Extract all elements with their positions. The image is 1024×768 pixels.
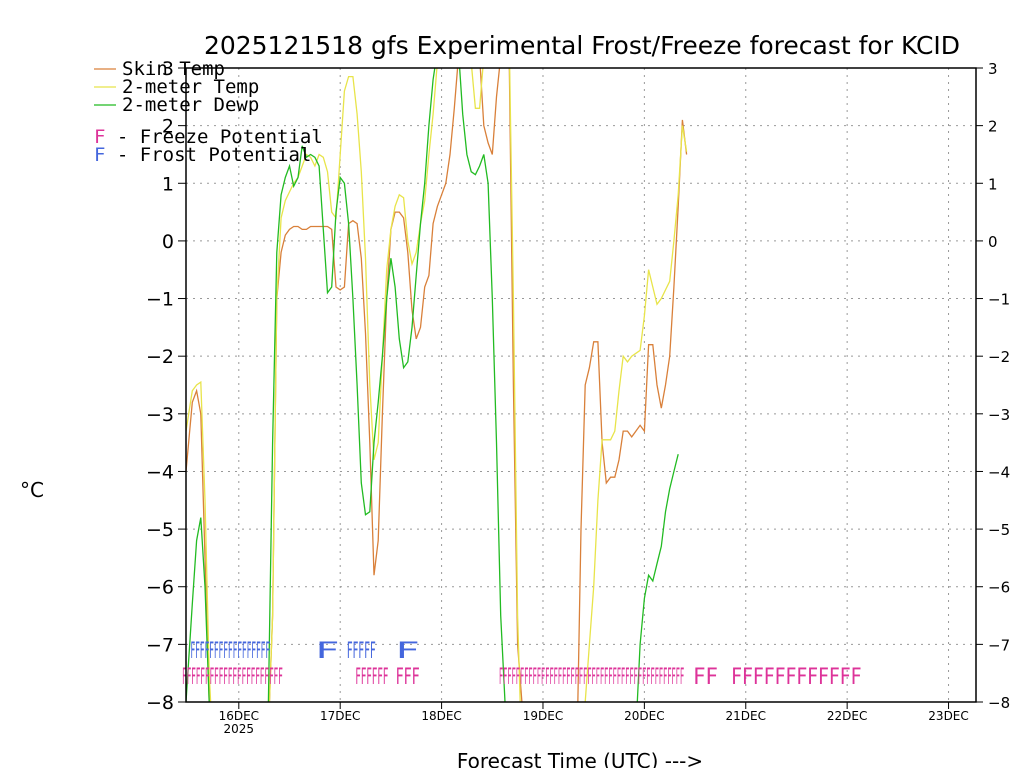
y-tick-label-right: −1 xyxy=(988,291,1010,309)
x-tick-label: 20DEC xyxy=(624,709,664,723)
y-tick-label: −1 xyxy=(146,289,174,311)
legend-marker-label: - Freeze Potential xyxy=(105,126,322,148)
y-tick-label-right: 1 xyxy=(988,175,998,193)
y-tick-label: −6 xyxy=(146,577,174,599)
x-tick-label: 18DEC xyxy=(421,709,461,723)
legend-label: 2-meter Dewp xyxy=(122,94,259,116)
x-tick-label: 17DEC xyxy=(320,709,360,723)
x-tick-label: 19DEC xyxy=(523,709,563,723)
y-tick-label-right: −7 xyxy=(988,636,1010,654)
freeze-potential-group: FFFFFFFFFFFFFFFFFFFFFF xyxy=(182,665,283,690)
x-tick-label: 16DEC xyxy=(219,709,259,723)
x-tick-label: 23DEC xyxy=(928,709,968,723)
x-tick-label: 21DEC xyxy=(726,709,766,723)
y-tick-label-right: 2 xyxy=(988,118,998,136)
freeze-potential-group: FFF xyxy=(396,665,420,690)
y-tick-label-right: −3 xyxy=(988,406,1010,424)
y-tick-label: 3 xyxy=(162,58,174,80)
y-tick-label: −5 xyxy=(146,519,174,541)
y-tick-label: −4 xyxy=(146,461,174,483)
x-tick-sublabel: 2025 xyxy=(224,722,255,736)
legend-marker-label: - Frost Potential xyxy=(105,144,311,166)
y-tick-label: 0 xyxy=(162,231,174,253)
series-layer xyxy=(186,68,688,702)
y-tick-label-right: −8 xyxy=(988,694,1010,712)
y-tick-label: 2 xyxy=(162,116,174,138)
y-tick-label-right: −4 xyxy=(988,463,1010,481)
y-tick-label: −7 xyxy=(146,634,174,656)
y-tick-label: −8 xyxy=(146,692,174,714)
series-line-skin-temp xyxy=(186,68,688,702)
y-axis-label: °C xyxy=(20,478,44,502)
chart-title: 2025121518 gfs Experimental Frost/Freeze… xyxy=(204,31,960,60)
y-tick-label-right: −5 xyxy=(988,521,1010,539)
plot-frame xyxy=(185,67,977,703)
frost-potential-group: F xyxy=(316,639,340,664)
freeze-potential-group: FFFFFFFFFFFFFFFFFFFFFFFFFFFFFFFFFFFFFFFF… xyxy=(499,665,684,690)
x-axis-label: Forecast Time (UTC) ---> xyxy=(457,749,703,768)
potential-markers: FFFFFFFFFFFFFFFFF F FFFFF FFFFFFFFFFFFFFFFF… xyxy=(182,639,861,690)
y-tick-label-right: −6 xyxy=(988,579,1010,597)
series-line-2-meter-dewp xyxy=(186,68,679,702)
series-line-2-meter-temp xyxy=(186,68,688,702)
frost-potential-group: FFFFFFFFFFFFFFFFF xyxy=(191,639,271,664)
frost-potential-group: FFFFF xyxy=(347,639,376,664)
legend-label: F - Frost Potential xyxy=(94,144,311,166)
y-tick-label: −2 xyxy=(146,346,174,368)
freeze-potential-group: FFFFFFFFFFFF xyxy=(731,665,861,690)
legend-label: Skin Temp xyxy=(122,58,225,80)
legend-label: F - Freeze Potential xyxy=(94,126,323,148)
freeze-potential-group: FFFFFF xyxy=(355,665,388,690)
grid-lines xyxy=(186,68,976,702)
y-tick-label-right: 3 xyxy=(988,60,998,78)
y-tick-label-right: −2 xyxy=(988,348,1010,366)
y-tick-label-right: 0 xyxy=(988,233,998,251)
legend-label: 2-meter Temp xyxy=(122,76,259,98)
y-tick-label: −3 xyxy=(146,404,174,426)
frost-potential-group: F xyxy=(396,639,420,664)
y-tick-label: 1 xyxy=(162,173,174,195)
y-axis-ticks: 3 3 2 2 1 1 0 0 −1 −1 −2 −2 −3 −3 −4 −4 −5 −5 −6 −6 −7 −7 −8 −8 xyxy=(146,58,1010,714)
legend-marker: F xyxy=(94,144,105,166)
legend-marker: F xyxy=(94,126,105,148)
x-tick-label: 22DEC xyxy=(827,709,867,723)
freeze-potential-group: FF xyxy=(693,665,718,690)
